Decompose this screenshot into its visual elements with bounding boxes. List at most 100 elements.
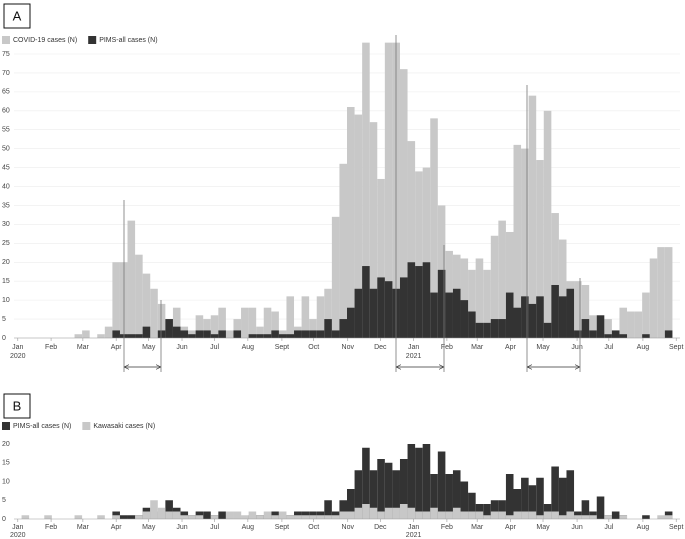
x-tick-label: Jun (176, 344, 187, 351)
bar (452, 470, 461, 519)
bar (142, 511, 151, 519)
bar (468, 511, 476, 519)
bar (74, 515, 83, 519)
bar (172, 307, 181, 338)
x-tick-label: Aug (242, 344, 255, 351)
bar (165, 500, 173, 519)
bar (135, 334, 143, 338)
bar (528, 511, 537, 519)
bar (664, 247, 673, 338)
x-tick-label: Sept (275, 344, 289, 351)
bar (505, 515, 514, 519)
bar (551, 213, 559, 338)
bar (316, 515, 325, 519)
legend-label: PIMS-all cases (N) (99, 37, 157, 44)
y-tick-label: 0 (2, 335, 6, 342)
panel-box (3, 3, 31, 29)
bar (468, 269, 476, 338)
bar (21, 515, 30, 519)
x-tick-label: Jul (210, 344, 219, 351)
bar (256, 334, 264, 338)
bar (256, 326, 264, 338)
bar (543, 110, 552, 338)
bar (347, 489, 355, 519)
y-tick-label: 65 (2, 89, 10, 96)
bar (263, 511, 272, 519)
bar (218, 511, 226, 519)
bar (271, 330, 279, 338)
x-tick-label: Oct (308, 524, 319, 531)
bar (460, 511, 469, 519)
y-tick-label: 0 (2, 516, 6, 523)
x-tick-label: Jul (210, 524, 219, 531)
y-tick-label: 30 (2, 221, 10, 228)
bar (331, 330, 340, 338)
bar (445, 474, 453, 519)
bar (362, 504, 370, 519)
bar (490, 235, 499, 338)
bar (543, 511, 552, 519)
bar (422, 444, 431, 519)
bar (377, 277, 385, 338)
bar (248, 511, 257, 519)
y-tick-label: 10 (2, 297, 10, 304)
bar (634, 311, 643, 338)
bar (286, 334, 295, 338)
bar (437, 451, 446, 519)
bar (74, 334, 83, 338)
bar (498, 319, 506, 338)
x-tick-label: Apr (111, 524, 123, 531)
y-tick-label: 40 (2, 183, 10, 190)
bar (536, 160, 544, 338)
panel-label: A (13, 8, 22, 23)
bar (566, 511, 575, 519)
bar (642, 515, 650, 519)
bar (127, 220, 136, 338)
bar (384, 462, 393, 519)
bar (536, 477, 544, 519)
bar (422, 511, 431, 519)
bar (203, 330, 211, 338)
x-tick-label: Sept (275, 524, 289, 531)
bar (407, 507, 416, 519)
bar (369, 507, 378, 519)
bar (241, 307, 249, 338)
bar (536, 515, 544, 519)
bar (294, 330, 302, 338)
bar (248, 307, 257, 338)
bar (558, 477, 567, 519)
bar (475, 258, 484, 338)
bar (664, 330, 673, 338)
bar (407, 262, 416, 338)
bar (498, 220, 506, 338)
bar (589, 315, 597, 338)
bar (347, 511, 355, 519)
legend-label: COVID-19 cases (N) (13, 37, 77, 44)
x-tick-label: Apr (505, 344, 517, 351)
legend-swatch (82, 422, 91, 430)
bar (452, 288, 461, 338)
bar (339, 511, 347, 519)
bar (399, 459, 408, 519)
x-tick-label: Jan (408, 344, 419, 351)
bar (498, 511, 506, 519)
bar (490, 511, 499, 519)
bar (301, 330, 310, 338)
bar (604, 319, 612, 338)
bar (551, 284, 559, 338)
x-tick-label: Feb (45, 344, 57, 351)
bar (581, 500, 590, 519)
bar (119, 515, 128, 519)
bar (278, 511, 287, 519)
bar (581, 284, 590, 338)
bar (566, 288, 575, 338)
x-tick-label: Mar (77, 344, 90, 351)
bar (528, 95, 537, 338)
legend-label: Kawasaki cases (N) (93, 423, 155, 430)
bar (513, 307, 522, 338)
bar (233, 330, 242, 338)
bar (490, 319, 499, 338)
bar (210, 334, 219, 338)
bar (551, 511, 559, 519)
